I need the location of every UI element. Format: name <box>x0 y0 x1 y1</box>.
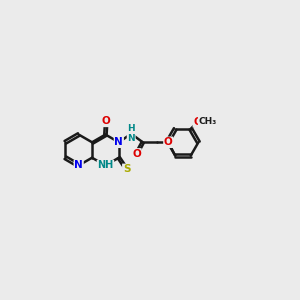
Text: H
N: H N <box>128 124 135 143</box>
Text: O: O <box>132 149 141 159</box>
Text: N: N <box>114 137 123 147</box>
Text: S: S <box>123 164 130 174</box>
Text: NH: NH <box>97 160 114 170</box>
Text: O: O <box>193 117 202 127</box>
Text: CH₃: CH₃ <box>199 117 217 126</box>
Text: N: N <box>74 160 83 170</box>
Text: O: O <box>164 137 173 147</box>
Text: O: O <box>102 116 111 126</box>
